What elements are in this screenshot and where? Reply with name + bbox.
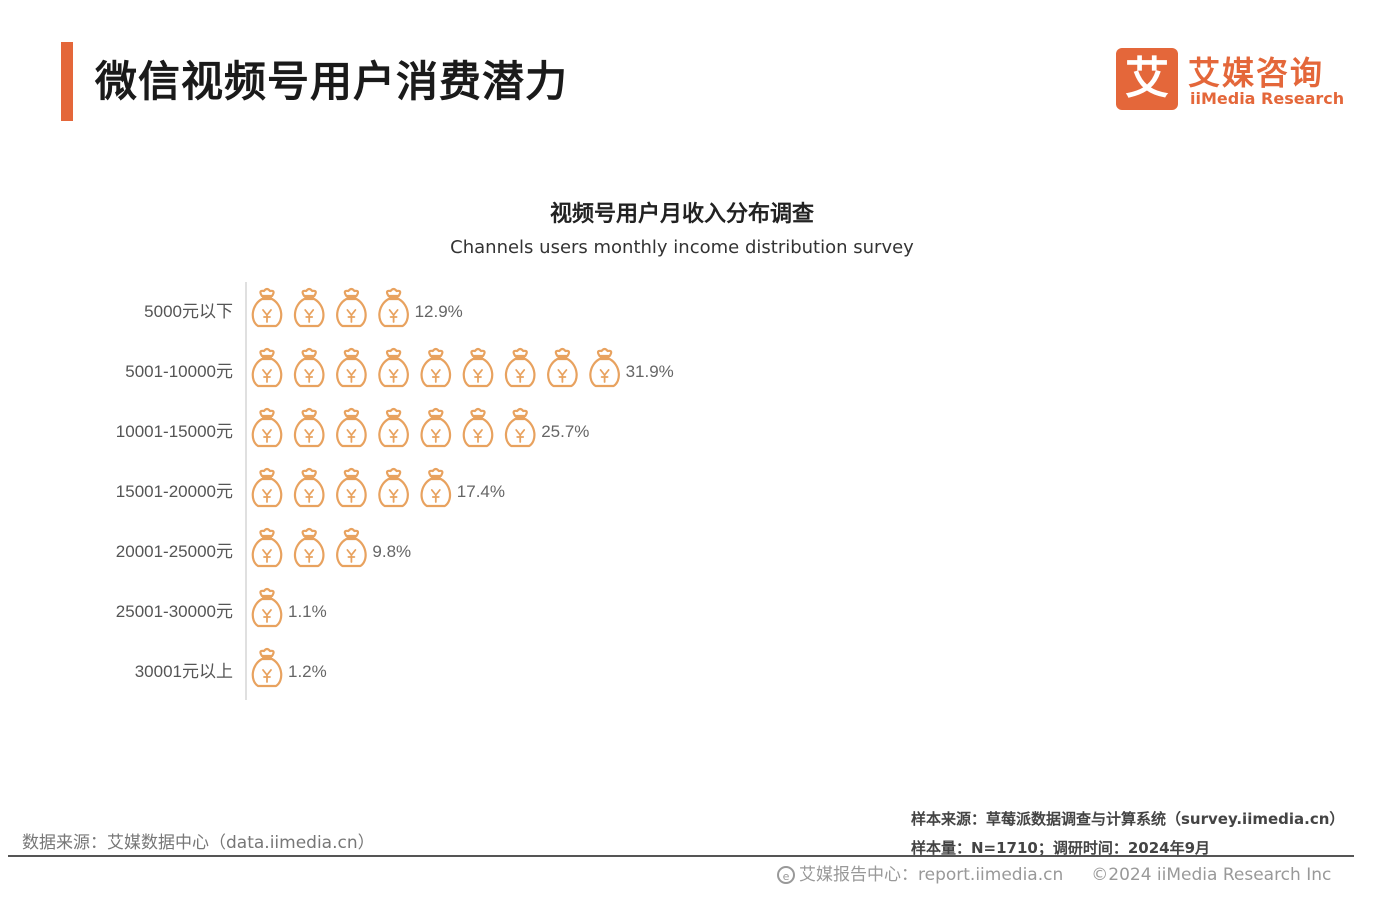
money-bag-icon <box>251 287 283 328</box>
money-bag-icon <box>420 467 452 508</box>
money-bag-icon <box>251 347 283 388</box>
money-bag-icon <box>378 467 409 508</box>
chart-subtitle: Channels users monthly income distributi… <box>450 237 914 258</box>
category-label: 10001-15000元 <box>116 422 233 441</box>
money-bag-icon <box>251 587 283 628</box>
value-label: 25.7% <box>541 422 589 441</box>
category-label: 5000元以下 <box>144 302 233 321</box>
data-source-note: 数据来源：艾媒数据中心（data.iimedia.cn） <box>22 833 375 853</box>
money-bag-icon <box>462 347 494 388</box>
money-bag-icon <box>293 467 325 508</box>
money-bag-icon <box>462 407 494 448</box>
money-bag-icon <box>420 407 452 448</box>
money-bag-icon <box>547 347 578 388</box>
money-bag-icon <box>504 407 536 448</box>
report-center-link[interactable]: 艾媒报告中心：report.iimedia.cn <box>799 865 1064 885</box>
value-label: 1.1% <box>288 602 327 621</box>
globe-icon: e <box>777 866 795 884</box>
money-bag-icon <box>336 467 367 508</box>
copyright-text: ©2024 iiMedia Research Inc <box>1091 865 1332 885</box>
page-title: 微信视频号用户消费潜力 <box>95 57 569 106</box>
money-bag-icon <box>589 347 620 388</box>
money-bag-icon <box>378 347 409 388</box>
value-label: 17.4% <box>457 482 505 501</box>
footer-divider <box>8 855 1354 857</box>
category-label: 15001-20000元 <box>116 482 233 501</box>
category-label: 20001-25000元 <box>116 542 233 561</box>
money-bag-icon <box>420 347 452 388</box>
value-label: 1.2% <box>288 662 327 681</box>
money-bag-icon <box>336 347 367 388</box>
money-bag-icon <box>336 407 367 448</box>
money-bag-icon <box>336 287 367 328</box>
money-bag-icon <box>293 527 325 568</box>
money-bag-icon <box>251 527 283 568</box>
money-bag-icon <box>378 407 409 448</box>
money-bag-icon <box>504 347 536 388</box>
money-bag-icon <box>293 287 325 328</box>
footer-bar: e 艾媒报告中心：report.iimedia.cn ©2024 iiMedia R… <box>777 860 1331 885</box>
category-label: 5001-10000元 <box>125 362 233 381</box>
title-accent-bar <box>61 42 73 121</box>
sample-source-note: 样本来源：草莓派数据调查与计算系统（survey.iimedia.cn） <box>911 810 1345 828</box>
money-bag-icon <box>251 407 283 448</box>
money-bag-icon <box>293 407 325 448</box>
logo-mark: 艾 <box>1116 48 1178 110</box>
chart-title: 视频号用户月收入分布调查 <box>549 202 814 227</box>
money-bag-icon <box>293 347 325 388</box>
value-label: 9.8% <box>372 542 411 561</box>
sample-size-note: 样本量：N=1710；调研时间：2024年9月 <box>911 839 1211 857</box>
value-label: 31.9% <box>626 362 674 381</box>
category-label: 30001元以上 <box>135 662 233 681</box>
category-label: 25001-30000元 <box>116 602 233 621</box>
logo-english-name: iiMedia Research <box>1190 89 1345 108</box>
logo-chinese-name: 艾媒咨询 <box>1188 54 1325 92</box>
money-bag-icon <box>336 527 367 568</box>
money-bag-icon <box>378 287 409 328</box>
money-bag-icon <box>251 647 283 688</box>
money-bag-icon <box>251 467 283 508</box>
value-label: 12.9% <box>415 302 463 321</box>
iimedia-logo: 艾 艾媒咨询 iiMedia Research <box>1116 48 1344 112</box>
